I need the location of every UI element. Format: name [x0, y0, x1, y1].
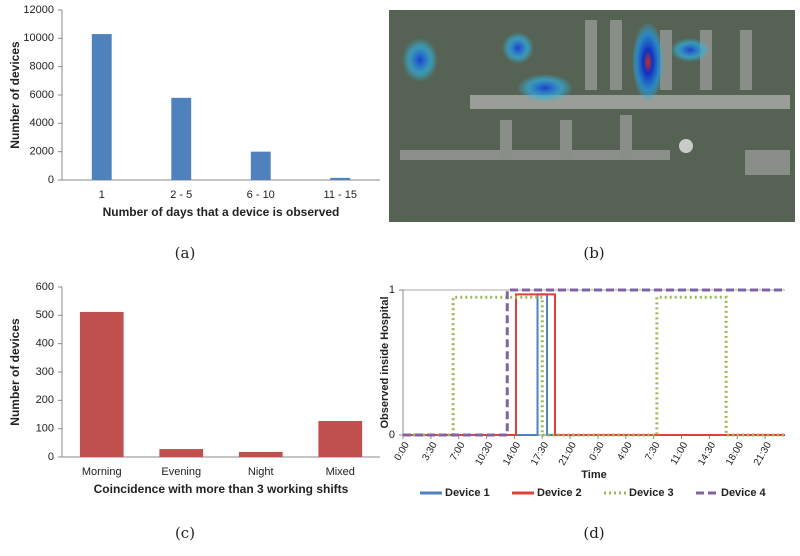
map-building	[610, 20, 622, 90]
bar	[239, 452, 283, 457]
y-tick-label: 1	[389, 284, 395, 296]
y-tick-label: 2000	[30, 146, 54, 158]
x-tick-label: Mixed	[326, 466, 355, 478]
caption: (a)	[175, 244, 196, 262]
x-tick-label: 14:00	[501, 440, 523, 468]
bar	[92, 34, 112, 180]
heat-spot	[632, 22, 664, 102]
y-axis-label: Number of devices	[8, 41, 22, 149]
bar	[159, 449, 203, 457]
x-tick-label: 21:30	[752, 440, 774, 468]
x-tick-label: 4:00	[615, 440, 634, 463]
caption: (c)	[175, 524, 195, 542]
heat-spot	[502, 32, 534, 64]
caption: (b)	[583, 244, 604, 262]
x-tick-label: 11 - 15	[324, 189, 357, 201]
bar	[80, 312, 124, 457]
map-roundabout	[679, 139, 693, 153]
line-series	[403, 294, 785, 435]
x-tick-label: 17:30	[529, 440, 551, 468]
y-tick-label: 300	[36, 366, 54, 378]
y-tick-label: 10000	[23, 32, 54, 44]
x-tick-label: 21:00	[557, 440, 579, 468]
y-tick-label: 0	[389, 429, 395, 441]
heat-spot	[670, 38, 710, 62]
y-tick-label: 200	[36, 394, 54, 406]
y-tick-label: 600	[36, 281, 54, 293]
map-building	[620, 115, 632, 160]
bar	[171, 98, 191, 180]
bar	[330, 178, 350, 180]
x-tick-label: 3:30	[420, 440, 439, 463]
x-tick-label: 6 - 10	[247, 189, 275, 201]
x-tick-label: 7:00	[448, 440, 467, 463]
line-series	[403, 297, 785, 435]
bar	[251, 152, 271, 180]
x-tick-label: Morning	[82, 466, 122, 478]
y-tick-label: 100	[36, 423, 54, 435]
x-tick-label: Night	[248, 466, 274, 478]
x-axis-label: Coincidence with more than 3 working shi…	[94, 482, 349, 496]
y-tick-label: 0	[48, 174, 54, 186]
y-axis-label: Observed inside Hospital	[379, 296, 391, 428]
map-building	[585, 20, 597, 90]
map-building	[700, 30, 712, 90]
x-axis-label: Number of days that a device is observed	[103, 205, 340, 219]
x-tick-label: 18:00	[724, 440, 746, 468]
x-tick-label: 10:30	[473, 440, 495, 468]
y-tick-label: 8000	[30, 61, 54, 73]
x-axis-label: Time	[581, 469, 606, 481]
y-tick-label: 12000	[23, 4, 54, 16]
map-building	[745, 150, 790, 175]
map-building	[560, 120, 572, 160]
legend-label: Device 2	[537, 487, 582, 499]
page: (a) (b) (c) (d) 020004000600080001000012…	[0, 0, 800, 556]
y-tick-label: 0	[48, 451, 54, 463]
bar	[318, 421, 362, 457]
figure: (a) (b) (c) (d) 020004000600080001000012…	[0, 0, 800, 551]
legend-label: Device 1	[445, 487, 490, 499]
y-tick-label: 4000	[30, 117, 54, 129]
x-tick-label: 14:30	[696, 440, 718, 468]
x-tick-label: 2 - 5	[170, 189, 192, 201]
map-image	[389, 10, 795, 222]
line-series	[403, 294, 785, 435]
map-building	[500, 120, 512, 160]
heat-spot	[517, 74, 573, 102]
map-building	[740, 30, 752, 90]
x-tick-label: 7:30	[643, 440, 662, 463]
x-tick-label: 1	[99, 189, 105, 201]
x-tick-label: 0:30	[588, 440, 607, 463]
y-tick-label: 500	[36, 309, 54, 321]
y-axis-label: Number of devices	[8, 318, 22, 426]
legend-label: Device 4	[721, 487, 767, 499]
caption: (d)	[583, 524, 604, 542]
heat-spot	[402, 38, 438, 82]
y-tick-label: 400	[36, 338, 54, 350]
x-tick-label: 11:00	[669, 440, 691, 467]
map-road	[470, 95, 790, 109]
line-series	[403, 290, 785, 435]
x-tick-label: Evening	[161, 466, 201, 478]
x-tick-label: 0:00	[393, 440, 412, 463]
legend-label: Device 3	[629, 487, 674, 499]
y-tick-label: 6000	[30, 89, 54, 101]
